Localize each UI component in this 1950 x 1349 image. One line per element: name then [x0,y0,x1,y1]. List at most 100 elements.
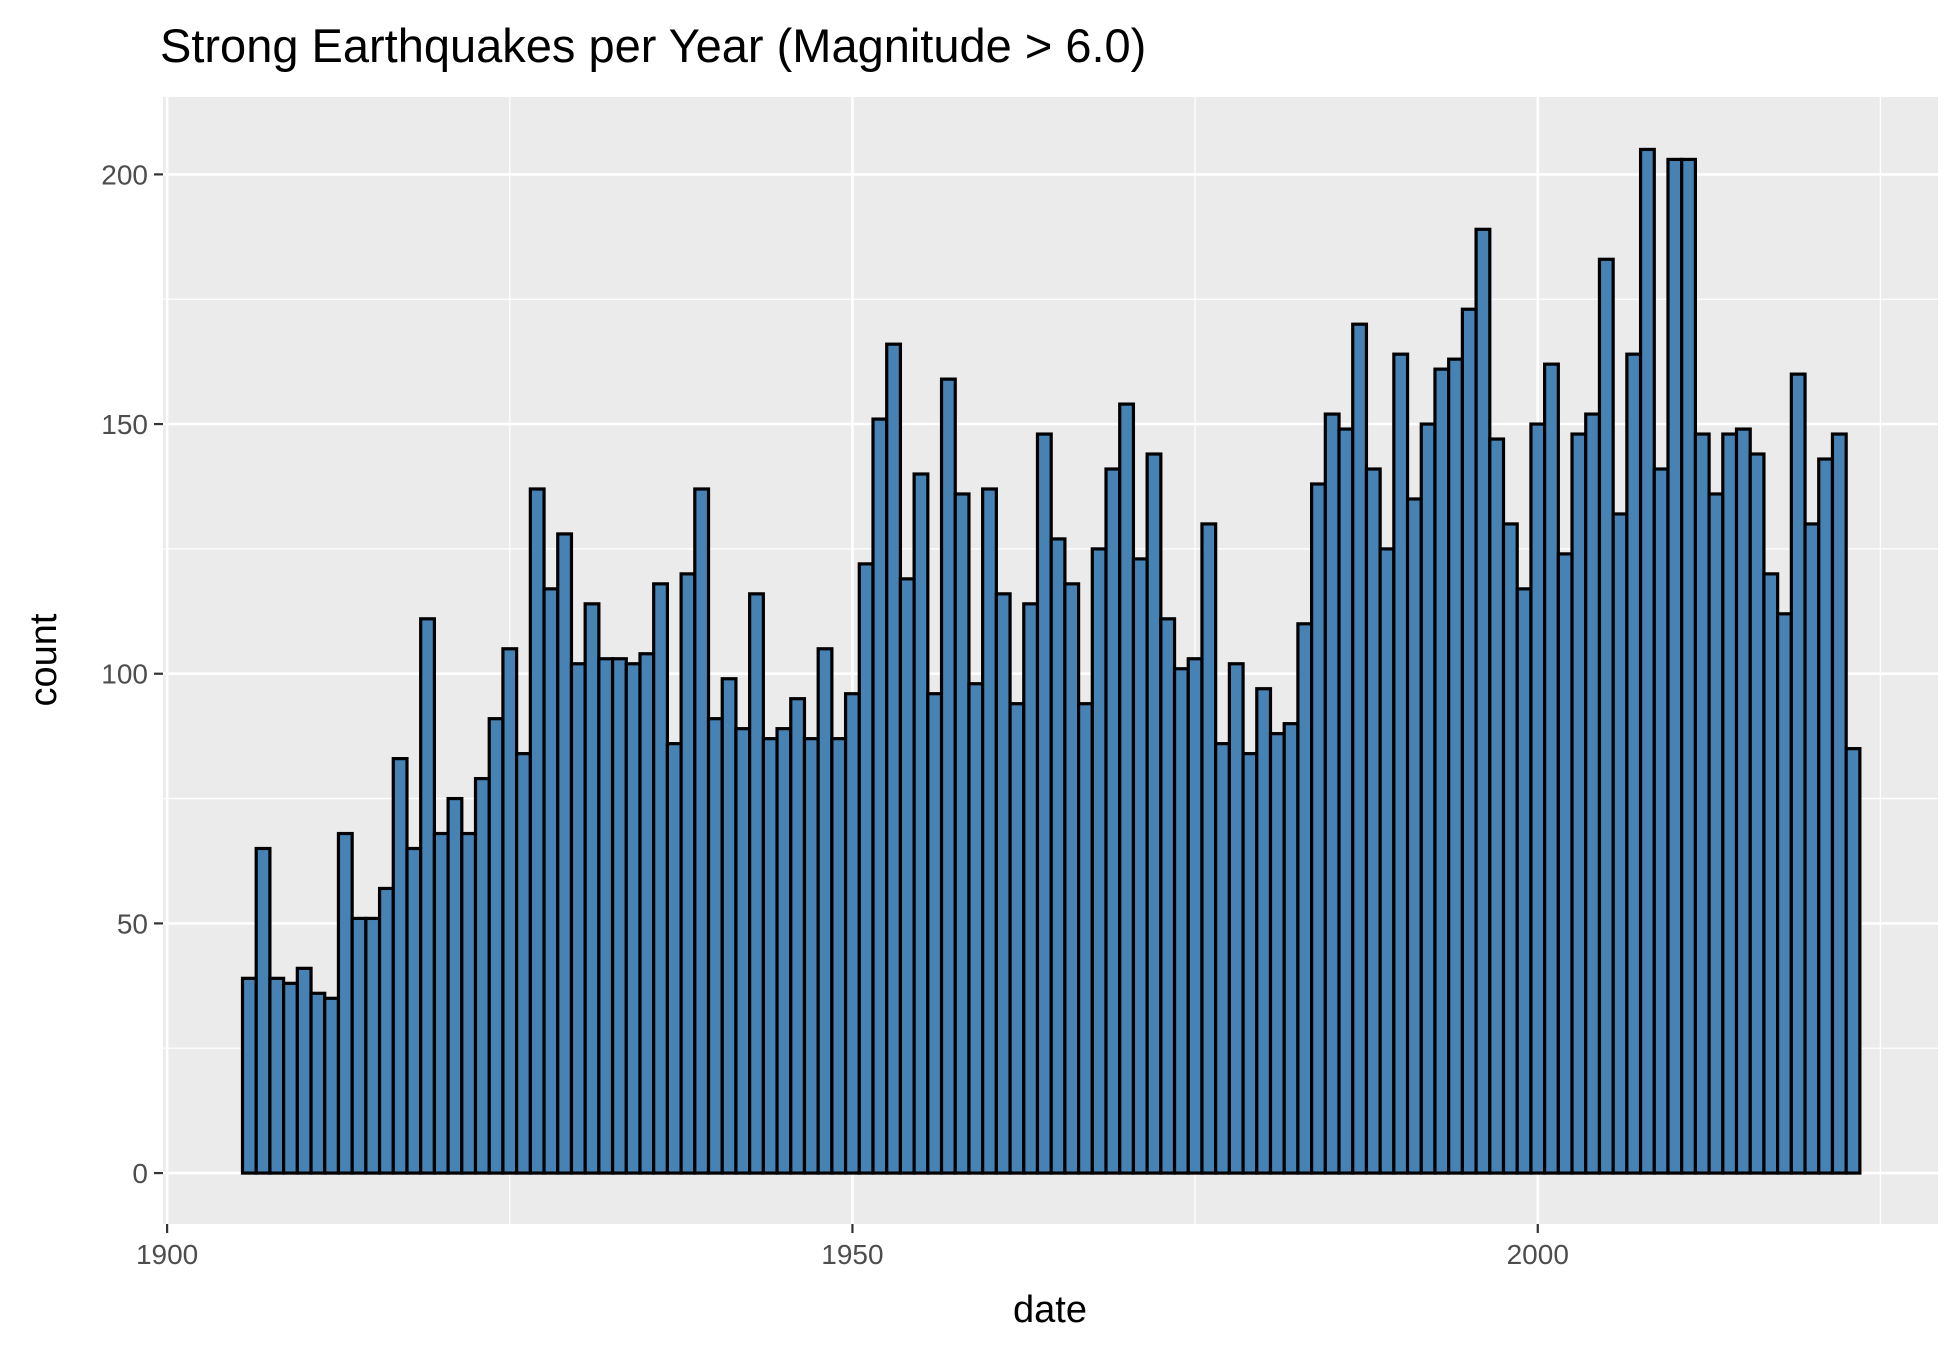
histogram-bar [501,647,519,1175]
histogram-bar [1584,412,1602,1175]
histogram-bar [802,737,820,1175]
histogram-bar [610,657,628,1175]
histogram-bar [1762,572,1780,1175]
y-tick-label: 100 [101,659,148,690]
histogram-bar [1721,432,1739,1175]
histogram-bar [1172,667,1190,1175]
histogram-bar [994,592,1012,1175]
y-tick-label: 0 [132,1158,148,1189]
histogram-bar [775,727,793,1175]
histogram-bar [1131,557,1149,1175]
histogram-bar [309,991,327,1175]
histogram-bar [1090,547,1108,1175]
histogram-bar [1351,322,1369,1175]
histogram-bar [1693,432,1711,1175]
histogram-bar [515,752,532,1175]
y-tick-label: 200 [101,159,148,190]
histogram-bar [1803,522,1821,1175]
histogram-bar [638,652,656,1175]
histogram-bar [254,846,272,1175]
histogram-bar [556,532,574,1175]
histogram-bar [1214,742,1231,1175]
histogram-bar [665,742,683,1175]
histogram-bar [1570,432,1588,1175]
histogram-bar [885,342,903,1175]
histogram-bar [1707,492,1725,1175]
histogram-bar [1323,412,1341,1175]
histogram-bar [652,582,670,1175]
histogram-bar [1543,362,1560,1175]
histogram-bar [1638,147,1656,1175]
histogram-bar [1447,357,1464,1175]
histogram-bar [967,682,985,1175]
histogram-bar [583,602,601,1175]
histogram-bar [336,831,354,1175]
histogram-bar [1255,687,1273,1175]
histogram-bar [720,677,738,1175]
histogram-bar [1556,552,1574,1175]
histogram-bar [1076,702,1094,1175]
y-tick-label: 150 [101,409,148,440]
histogram-bar [1597,257,1615,1175]
histogram-bar [391,757,409,1175]
histogram-bar [679,572,697,1175]
histogram-bar [1529,422,1547,1175]
histogram-bar [377,886,395,1175]
histogram-bar [789,697,807,1175]
histogram-bar [487,717,505,1175]
histogram-bar [364,916,382,1175]
histogram-bar [926,692,944,1175]
histogram-bar [240,976,258,1175]
histogram-bar [1830,432,1848,1175]
histogram-bar [939,377,957,1175]
histogram-bar [432,831,450,1175]
histogram-bar [323,996,341,1175]
histogram-bar [1159,617,1177,1175]
histogram-bar [1433,367,1451,1175]
histogram-bar [1515,587,1533,1175]
histogram-bar [1104,467,1122,1175]
histogram-bar [282,981,299,1175]
histogram-bar [871,417,889,1175]
histogram-bar [1200,522,1218,1175]
histogram-bar [1776,612,1793,1175]
histogram-bar [857,562,875,1175]
histogram-bar [268,976,286,1175]
histogram-bar [1364,467,1382,1175]
histogram-bar [1419,422,1437,1175]
histogram-bar [1049,537,1067,1175]
histogram-bar [748,592,765,1175]
histogram-bar [1844,747,1862,1175]
histogram-bar [350,916,368,1175]
histogram-bar [1652,467,1670,1175]
histogram-bar [460,831,478,1175]
histogram-bar [569,662,587,1175]
axes-layer: 1900 1950 2000 0 50 100 150 200 [101,159,1569,1270]
histogram-bar [706,717,724,1175]
histogram-bar [528,487,546,1175]
histogram-bar [1680,157,1697,1175]
histogram-bar [816,647,834,1175]
histogram-bar [1227,662,1245,1175]
x-tick-label: 1900 [136,1239,198,1270]
x-tick-label: 2000 [1507,1239,1569,1270]
histogram-bar [981,487,998,1175]
histogram-bar [1748,452,1766,1175]
bars-layer [240,147,1862,1175]
histogram-bar [1310,482,1327,1175]
histogram-bar [1734,427,1752,1175]
histogram-bar [1611,512,1629,1175]
chart-title: Strong Earthquakes per Year (Magnitude >… [160,19,1146,72]
histogram-bar [761,737,779,1175]
histogram-bar [1789,372,1807,1175]
histogram-bar [734,727,752,1175]
histogram-bar [1022,602,1040,1175]
histogram-bar [1008,702,1026,1175]
histogram-bar [1501,522,1519,1175]
histogram-bar [419,617,436,1175]
histogram-bar [1666,157,1684,1175]
histogram-bar [295,966,313,1175]
x-axis-title: date [1013,1289,1087,1331]
histogram-bar [542,587,560,1175]
histogram-bar [1405,497,1423,1175]
